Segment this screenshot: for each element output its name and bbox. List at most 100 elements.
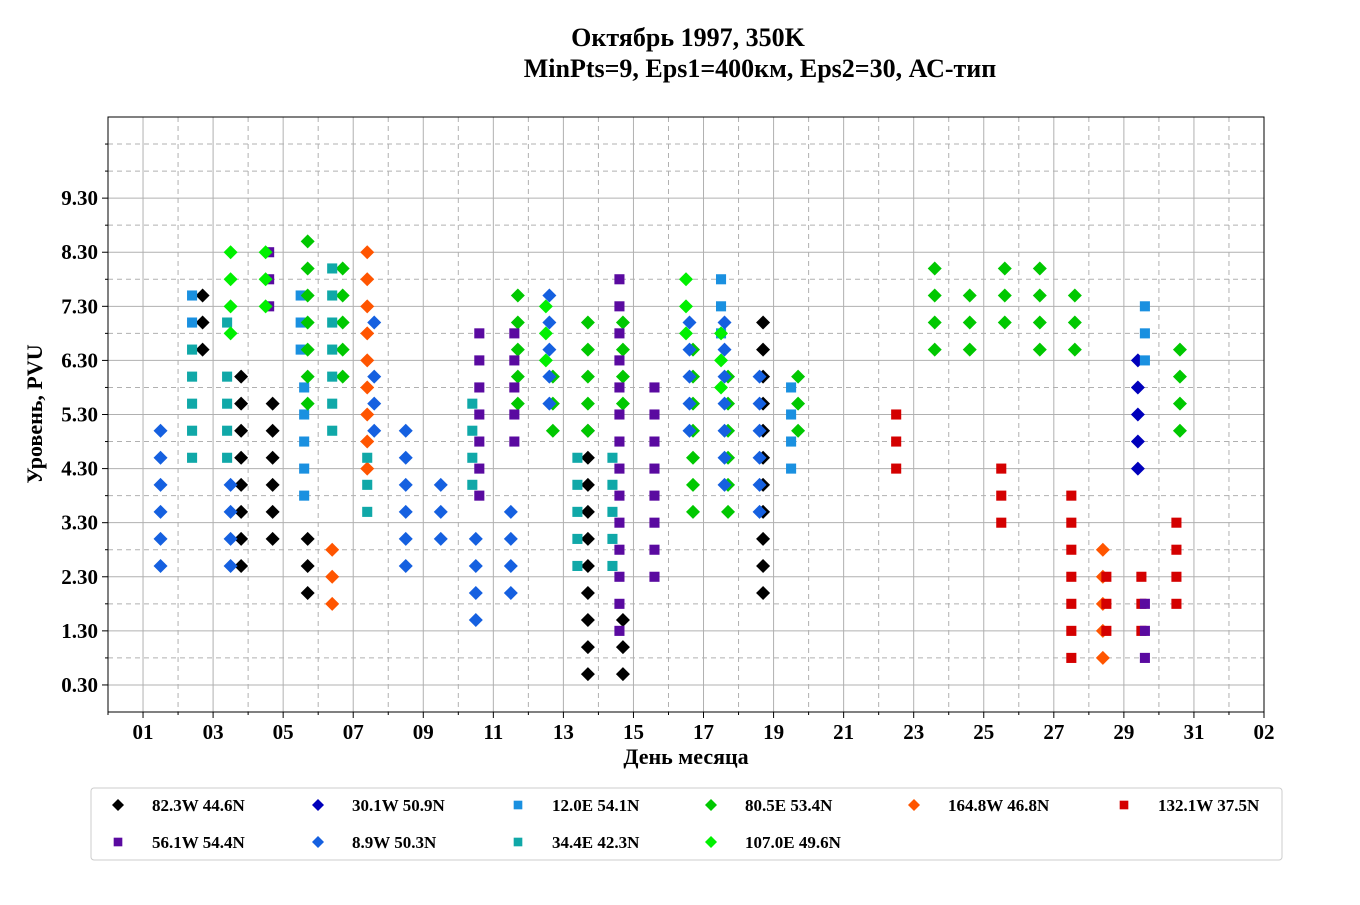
data-point (509, 409, 520, 420)
data-point (572, 560, 583, 571)
series-group (223, 245, 729, 395)
data-point (325, 596, 340, 611)
data-point (300, 234, 315, 249)
data-point (607, 452, 618, 463)
data-point (962, 288, 977, 303)
data-point (715, 274, 727, 285)
legend-marker (513, 837, 523, 847)
data-points (153, 234, 1187, 682)
data-point (327, 290, 338, 301)
data-point (1067, 342, 1082, 357)
data-point (187, 317, 198, 328)
data-point (649, 409, 660, 420)
data-point (580, 450, 595, 465)
y-tick-label: 6.30 (61, 348, 98, 372)
data-point (545, 423, 560, 438)
data-point (362, 479, 373, 490)
data-point (223, 477, 238, 492)
data-point (258, 299, 273, 314)
data-point (327, 263, 338, 274)
data-point (614, 598, 625, 609)
data-point (580, 531, 595, 546)
data-point (360, 353, 375, 368)
data-point (503, 558, 518, 573)
x-tick-label: 03 (203, 720, 224, 744)
data-point (1172, 369, 1187, 384)
data-point (786, 409, 797, 420)
data-point (580, 369, 595, 384)
data-point (295, 317, 306, 328)
data-point (265, 477, 280, 492)
series-group (195, 288, 771, 682)
data-point (679, 326, 693, 341)
data-point (927, 342, 942, 357)
data-point (580, 640, 595, 655)
data-point (607, 506, 618, 517)
data-point (503, 586, 518, 600)
x-tick-label: 23 (903, 720, 924, 744)
data-point (614, 544, 625, 555)
data-point (1066, 571, 1077, 582)
data-point (234, 423, 249, 438)
data-point (614, 490, 625, 501)
legend-marker (513, 800, 523, 810)
data-point (717, 477, 732, 492)
data-point (1032, 315, 1047, 330)
data-point (234, 477, 249, 492)
data-point (721, 504, 736, 519)
data-point (510, 315, 525, 330)
x-tick-label: 29 (1113, 720, 1134, 744)
data-point (195, 342, 210, 357)
data-point (996, 517, 1007, 528)
data-point (300, 396, 315, 411)
axis-ticks: 01 03 05 07 09 11 13 15 17 19 21 23 25 27 29 31 02 0.30 1.… (61, 143, 1275, 744)
data-point (510, 369, 525, 384)
data-point (360, 434, 375, 449)
data-point (335, 288, 350, 303)
data-point (258, 245, 273, 260)
data-point (649, 544, 660, 555)
data-point (222, 371, 233, 382)
data-point (791, 396, 806, 411)
data-point (325, 569, 340, 584)
data-point (542, 288, 557, 303)
data-point (1067, 315, 1082, 330)
legend-marker (1119, 800, 1129, 810)
data-point (542, 396, 557, 411)
x-tick-label: 11 (483, 720, 503, 744)
data-point (299, 436, 310, 447)
data-point (299, 382, 310, 393)
data-point (234, 450, 249, 465)
data-point (360, 299, 375, 314)
data-point (509, 355, 520, 366)
data-point (474, 409, 485, 420)
series-group (325, 245, 1110, 665)
data-point (234, 504, 249, 519)
data-point (1139, 652, 1150, 663)
data-point (398, 558, 413, 573)
data-point (1139, 328, 1150, 339)
legend-marker (112, 799, 124, 811)
data-point (679, 272, 693, 287)
data-point (1130, 407, 1145, 422)
data-point (265, 396, 280, 411)
data-point (679, 299, 693, 314)
data-point (222, 398, 233, 409)
data-point (1136, 571, 1147, 582)
data-point (367, 423, 382, 438)
data-point (607, 533, 618, 544)
y-tick-label: 7.30 (61, 294, 98, 318)
data-point (580, 315, 595, 330)
data-point (360, 326, 375, 341)
series-group (153, 288, 767, 628)
data-point (265, 531, 280, 546)
data-point (234, 558, 249, 573)
data-point (649, 571, 660, 582)
data-point (398, 450, 413, 465)
data-point (509, 382, 520, 393)
data-point (580, 342, 595, 357)
x-tick-label: 13 (553, 720, 574, 744)
chart-title: Октябрь 1997, 350K (571, 23, 805, 52)
data-point (300, 586, 315, 600)
x-tick-label: 27 (1043, 720, 1064, 744)
